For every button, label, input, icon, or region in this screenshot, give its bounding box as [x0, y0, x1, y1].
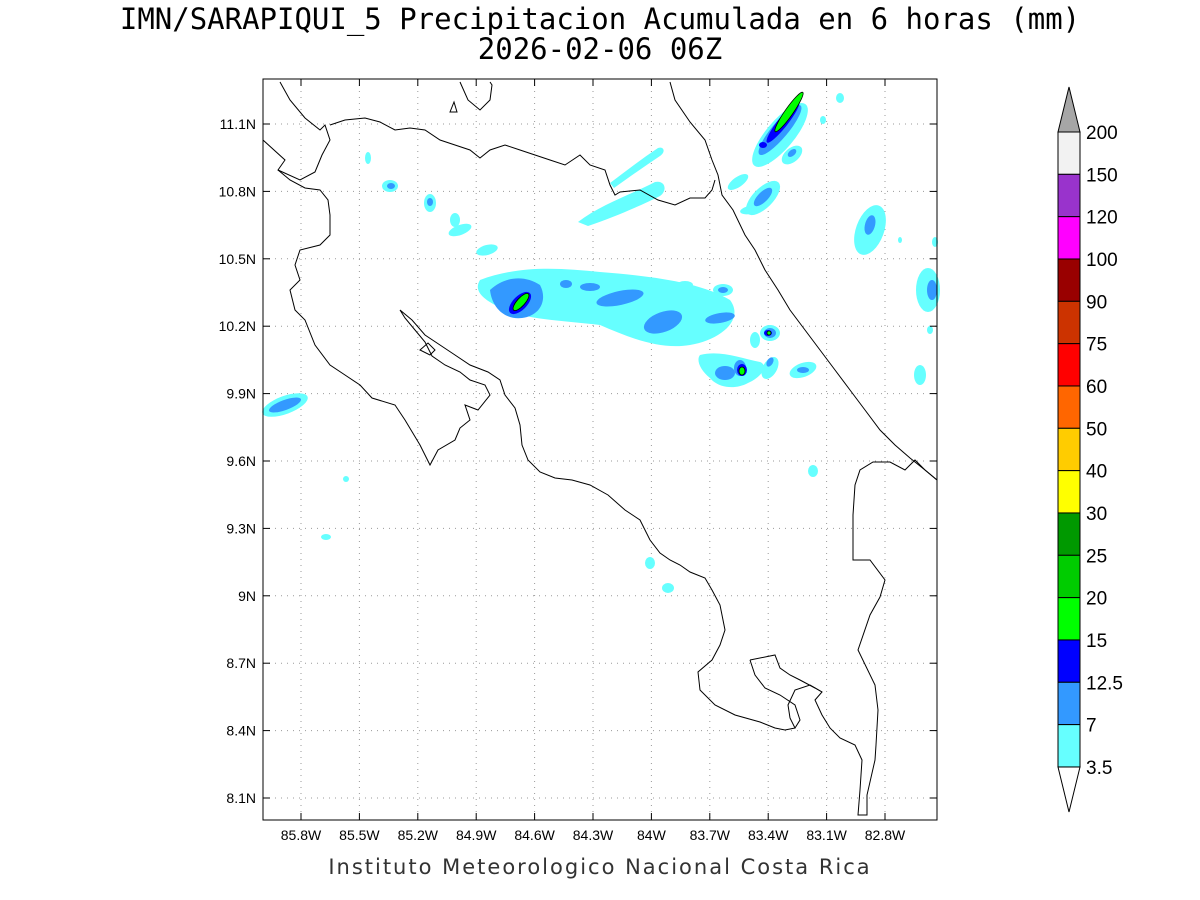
colorbar-swatch [1057, 724, 1081, 768]
colorbar-label: 20 [1086, 589, 1107, 610]
colorbar-swatch [1057, 385, 1081, 429]
colorbar-label: 25 [1086, 546, 1107, 567]
colorbar-swatch [1057, 639, 1081, 683]
colorbar-swatch [1057, 131, 1081, 175]
longitude-tick-label: 83.7W [690, 827, 731, 843]
longitude-tick-label: 84.9W [456, 827, 497, 843]
colorbar-label: 200 [1086, 123, 1118, 144]
latitude-tick-label: 9.3N [226, 520, 256, 536]
map-valid-time: 2026-02-06 06Z [477, 32, 723, 66]
longitude-tick-label: 83.4W [748, 827, 789, 843]
latitude-tick-label: 10.2N [219, 318, 256, 334]
colorbar-swatch [1057, 300, 1081, 345]
latitude-tick-label: 9N [238, 588, 256, 604]
latitude-tick-label: 8.7N [226, 655, 256, 671]
longitude-tick-label: 82.8W [865, 827, 906, 843]
longitude-tick-label: 85.2W [398, 827, 439, 843]
colorbar-label: 15 [1086, 631, 1107, 652]
latitude-tick-label: 11.1N [220, 116, 256, 132]
map-title: IMN/SARAPIQUI_5 Precipitacion Acumulada … [119, 2, 1081, 36]
colorbar-label: 30 [1086, 504, 1107, 525]
colorbar-label: 50 [1086, 419, 1107, 440]
precipitation-field [262, 91, 940, 593]
colorbar-lower-arrow [1057, 766, 1081, 813]
latitude-tick-label: 10.8N [219, 183, 256, 199]
colorbar-swatch [1057, 597, 1081, 641]
colorbar-label: 90 [1086, 292, 1107, 313]
colorbar-label: 150 [1086, 165, 1118, 186]
colorbar-swatch [1057, 343, 1081, 387]
map-gridlines [263, 79, 937, 820]
latitude-tick-label: 9.9N [226, 386, 256, 402]
colorbar-swatch [1057, 427, 1081, 472]
colorbar-swatch [1057, 470, 1081, 514]
latitude-tick-label: 10.5N [219, 251, 256, 267]
colorbar-label: 40 [1086, 462, 1107, 483]
colorbar-label: 60 [1086, 377, 1107, 398]
longitude-tick-label: 85.8W [281, 827, 322, 843]
latitude-tick-label: 8.1N [226, 790, 256, 806]
footer-credit: Instituto Meteorologico Nacional Costa R… [328, 855, 872, 879]
longitude-tick-label: 84.6W [514, 827, 555, 843]
longitude-tick-label: 84.3W [573, 827, 614, 843]
latitude-tick-label: 9.6N [226, 453, 256, 469]
colorbar-label: 7 [1086, 716, 1097, 737]
colorbar-swatch [1057, 173, 1081, 218]
coastline-borders [262, 81, 938, 816]
colorbar-swatch [1057, 216, 1081, 260]
colorbar-swatch [1057, 681, 1081, 726]
longitude-tick-label: 84W [637, 827, 667, 843]
colorbar-upper-arrow [1057, 86, 1081, 133]
colorbar-swatch [1057, 554, 1081, 599]
colorbar-swatch [1057, 258, 1081, 302]
colorbar-legend: 200 150 120 100 90 75 60 50 40 30 25 20 15 12.5 7 3.5 [1057, 86, 1123, 813]
longitude-tick-label: 83.1W [806, 827, 847, 843]
colorbar-label: 100 [1086, 250, 1118, 271]
longitude-axis: 85.8W 85.5W 85.2W 84.9W 84.6W 84.3W 84W 83.7W 83… [281, 79, 906, 843]
colorbar-swatch [1057, 512, 1081, 556]
colorbar-label: 12.5 [1086, 673, 1123, 694]
latitude-tick-label: 8.4N [226, 723, 256, 739]
map-frame [262, 78, 938, 821]
latitude-axis: 11.1N 10.8N 10.5N 10.2N 9.9N 9.6N 9.3N 9N 8.7N 8.… [219, 116, 937, 806]
colorbar-label: 3.5 [1086, 758, 1112, 779]
colorbar-label: 120 [1086, 208, 1118, 229]
longitude-tick-label: 85.5W [339, 827, 380, 843]
colorbar-label: 75 [1086, 335, 1107, 356]
